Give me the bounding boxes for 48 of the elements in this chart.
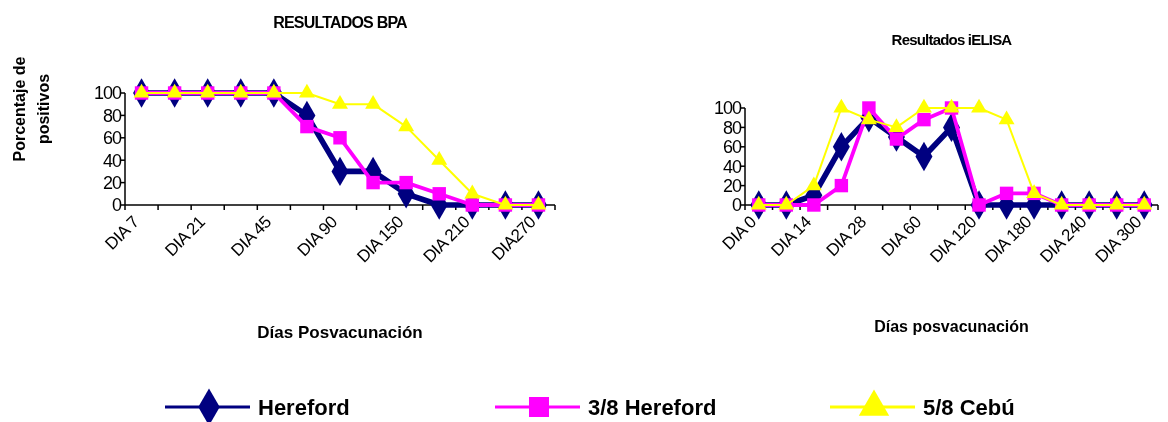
point [805, 176, 822, 191]
x-tick-label: DIA 60 [877, 212, 926, 261]
point [834, 178, 849, 193]
legend-label: Hereford [258, 394, 350, 420]
point [399, 175, 413, 190]
point [833, 98, 850, 113]
y-tick-label: 40 [722, 156, 742, 177]
point [998, 110, 1015, 125]
point [999, 186, 1014, 201]
x-axis-title: Días Posvacunación [257, 323, 423, 342]
point [465, 198, 480, 212]
point [862, 101, 876, 115]
y-tick-label: 80 [722, 117, 742, 138]
point [888, 118, 905, 132]
x-tick-label: DIA 21 [161, 212, 209, 261]
chart-title: Resultados iELISA [891, 31, 1013, 48]
y-axis-title: Porcentaje de positivos [11, 56, 52, 162]
point [432, 187, 446, 201]
chart-title: RESULTADOS BPA [273, 14, 409, 31]
point [300, 119, 314, 134]
y-tick-label: 100 [93, 83, 122, 104]
x-tick-label: DIA 240 [1036, 212, 1091, 267]
x-tick-label: DIA 28 [822, 212, 870, 261]
point [807, 198, 821, 212]
point [366, 175, 380, 190]
x-tick-label: DIA 180 [981, 212, 1036, 267]
x-tick-label: DIA 14 [767, 212, 815, 261]
point [860, 110, 877, 125]
x-tick-label: DIA 150 [353, 212, 408, 267]
y-tick-label: 80 [102, 105, 122, 126]
x-tick-label: DIA 45 [227, 212, 275, 261]
y-tick-label: 60 [722, 137, 742, 158]
x-tick-label: DIA 300 [1091, 212, 1146, 267]
point [333, 131, 347, 145]
x-tick-label: DIA 90 [293, 212, 342, 261]
x-tick-label: DIA 210 [419, 212, 474, 267]
point [971, 98, 987, 113]
y-tick-label: 20 [102, 172, 122, 193]
point [917, 112, 931, 127]
y-tick-label: 100 [713, 98, 742, 119]
legend-label: 5/8 Cebú [923, 394, 1015, 420]
y-tick-label: 40 [102, 150, 122, 171]
legend-label: 3/8 Hereford [588, 394, 717, 420]
x-axis-title: Días posvacunación [874, 318, 1029, 335]
y-tick-label: 20 [722, 175, 742, 196]
y-tick-label: 60 [102, 128, 122, 149]
point [916, 98, 932, 113]
x-tick-label: DIA 120 [926, 212, 981, 267]
